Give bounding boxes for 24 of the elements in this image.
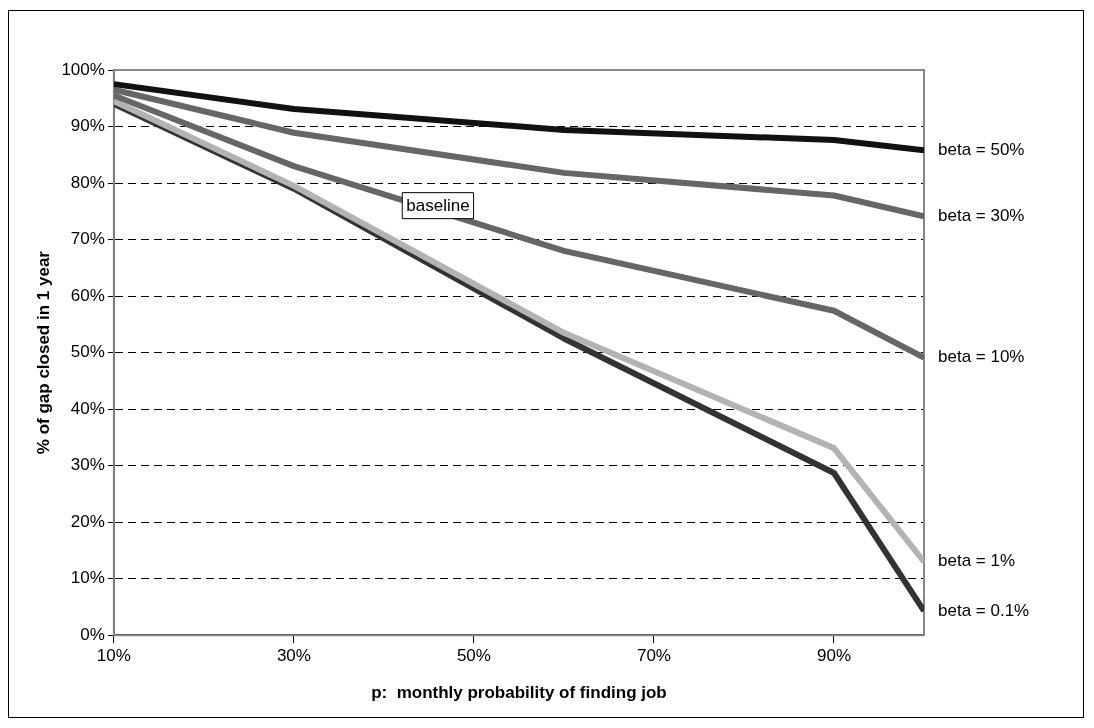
- y-tick-label: 10%: [70, 568, 105, 588]
- x-axis-title: p: monthly probability of finding job: [371, 683, 667, 703]
- series-label: beta = 0.1%: [938, 600, 1030, 620]
- y-tick-label: 40%: [70, 398, 105, 418]
- series-label: beta = 50%: [938, 139, 1025, 159]
- x-tick-label: 10%: [96, 646, 131, 666]
- y-tick-label: 60%: [70, 285, 105, 305]
- y-tick-label: 30%: [70, 455, 105, 475]
- annotation: baseline: [406, 196, 470, 216]
- x-tick-label: 90%: [816, 646, 851, 666]
- y-tick-label: 20%: [70, 511, 105, 531]
- y-tick-label: 50%: [70, 342, 105, 362]
- y-axis-title: % of gap closed in 1 year: [33, 250, 53, 455]
- x-tick-label: 30%: [276, 646, 311, 666]
- y-tick-label: 90%: [70, 116, 105, 136]
- x-tick-label: 50%: [456, 646, 491, 666]
- series-label: beta = 1%: [938, 551, 1016, 571]
- x-tick-label: 70%: [636, 646, 671, 666]
- y-tick-label: 100%: [61, 59, 105, 79]
- series-label: beta = 10%: [938, 347, 1025, 367]
- y-tick-label: 70%: [70, 229, 105, 249]
- y-tick-label: 80%: [70, 172, 105, 192]
- y-tick-label: 0%: [80, 624, 105, 644]
- series-label: beta = 30%: [938, 206, 1025, 226]
